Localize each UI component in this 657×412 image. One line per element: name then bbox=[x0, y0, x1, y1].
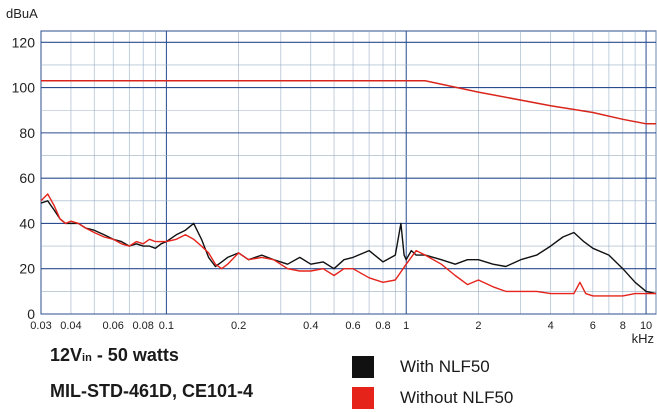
standard-caption: MIL-STD-461D, CE101-4 bbox=[50, 381, 254, 401]
y-tick-label: 60 bbox=[19, 170, 35, 186]
caption-power: - 50 watts bbox=[91, 345, 179, 365]
series-line-with-nlf50 bbox=[40, 200, 657, 295]
x-tick-label: 0.04 bbox=[60, 320, 81, 332]
x-tick-label: 8 bbox=[620, 320, 626, 332]
x-tick-label: 0.6 bbox=[345, 320, 360, 332]
legend-swatch-red bbox=[352, 387, 374, 409]
y-tick-label: 40 bbox=[19, 215, 35, 231]
series-lines bbox=[40, 80, 657, 297]
voltage-power-caption: 12Vin - 50 watts bbox=[50, 345, 179, 366]
limit-line bbox=[41, 80, 656, 125]
x-tick-label: 4 bbox=[548, 320, 554, 332]
x-tick-label: 6 bbox=[590, 320, 596, 332]
legend-label: Without NLF50 bbox=[400, 388, 514, 407]
caption-voltage: 12V bbox=[50, 345, 83, 365]
y-axis-label: dBuA bbox=[6, 6, 38, 21]
x-tick-labels: 0.03 0.04 0.06 0.08 0.1 0.2 0.4 0.6 0.8 1 2 4 6 8 10 bbox=[30, 320, 652, 332]
grid bbox=[41, 31, 657, 315]
x-tick-label: 0.2 bbox=[231, 320, 246, 332]
legend-item-without-nlf50: Without NLF50 bbox=[352, 387, 513, 409]
x-tick-label: 10 bbox=[640, 320, 652, 332]
x-tick-label: 0.8 bbox=[375, 320, 390, 332]
legend-swatch-black bbox=[352, 356, 374, 378]
y-tick-label: 20 bbox=[19, 261, 35, 277]
y-tick-labels: 0 20 40 60 80 100 120 bbox=[12, 34, 36, 322]
x-tick-label: 0.08 bbox=[132, 320, 153, 332]
caption-voltage-sub: in bbox=[82, 352, 92, 364]
y-tick-label: 80 bbox=[19, 125, 35, 141]
legend-item-with-nlf50: With NLF50 bbox=[352, 356, 490, 378]
x-axis-label: kHz bbox=[632, 331, 654, 345]
y-tick-label: 100 bbox=[12, 80, 36, 96]
y-tick-label: 120 bbox=[12, 34, 36, 50]
legend-label: With NLF50 bbox=[400, 357, 490, 376]
plot-area bbox=[40, 30, 657, 315]
y-tick-label: 0 bbox=[27, 306, 35, 322]
x-tick-label: 0.06 bbox=[102, 320, 123, 332]
x-tick-label: 2 bbox=[475, 320, 481, 332]
x-tick-label: 0.1 bbox=[159, 320, 174, 332]
x-tick-label: 0.03 bbox=[30, 320, 51, 332]
x-tick-label: 0.4 bbox=[303, 320, 318, 332]
x-tick-label: 1 bbox=[403, 320, 409, 332]
series-line-without-nlf50 bbox=[40, 193, 656, 297]
